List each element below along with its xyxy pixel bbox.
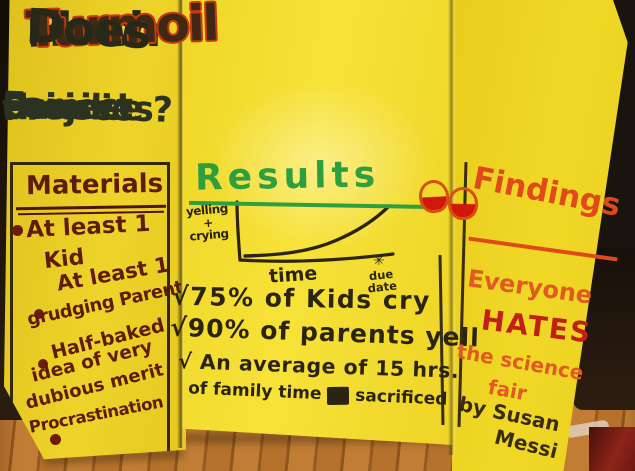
graph-y-axis-label: yelling + crying: [185, 201, 230, 244]
panel-materials: Materials At least 1 Kid At least 1 grud…: [4, 0, 186, 460]
red-object-bottom-right: [589, 427, 635, 471]
bullet-dot: [50, 434, 61, 445]
graph-x-axis: [238, 252, 395, 263]
materials-border-box: [10, 162, 170, 460]
panel-results: Results yelling + crying time ✳ due date: [181, 0, 455, 446]
results-graph: [235, 200, 395, 263]
bullet-dot: [34, 309, 44, 319]
fold-crease-left: [177, 0, 184, 448]
panel-shadow: [180, 433, 448, 443]
title-word: Families?: [1, 85, 172, 131]
materials-heading: Materials: [25, 168, 164, 202]
bullet-dot: [38, 359, 48, 369]
results-stat-1: √75% of Kids cry: [171, 281, 432, 316]
scribbled-out-word: is: [327, 385, 350, 405]
fold-crease-right: [448, 0, 456, 455]
results-heading: Results: [194, 154, 381, 199]
title-word: Does: [24, 0, 151, 61]
bullet-dot: [12, 225, 23, 236]
due-date-mark: ✳: [373, 253, 385, 269]
graph-y-axis: [235, 200, 242, 262]
stat-4-suffix: sacrificed: [354, 385, 448, 410]
graph-curve: [243, 204, 391, 258]
